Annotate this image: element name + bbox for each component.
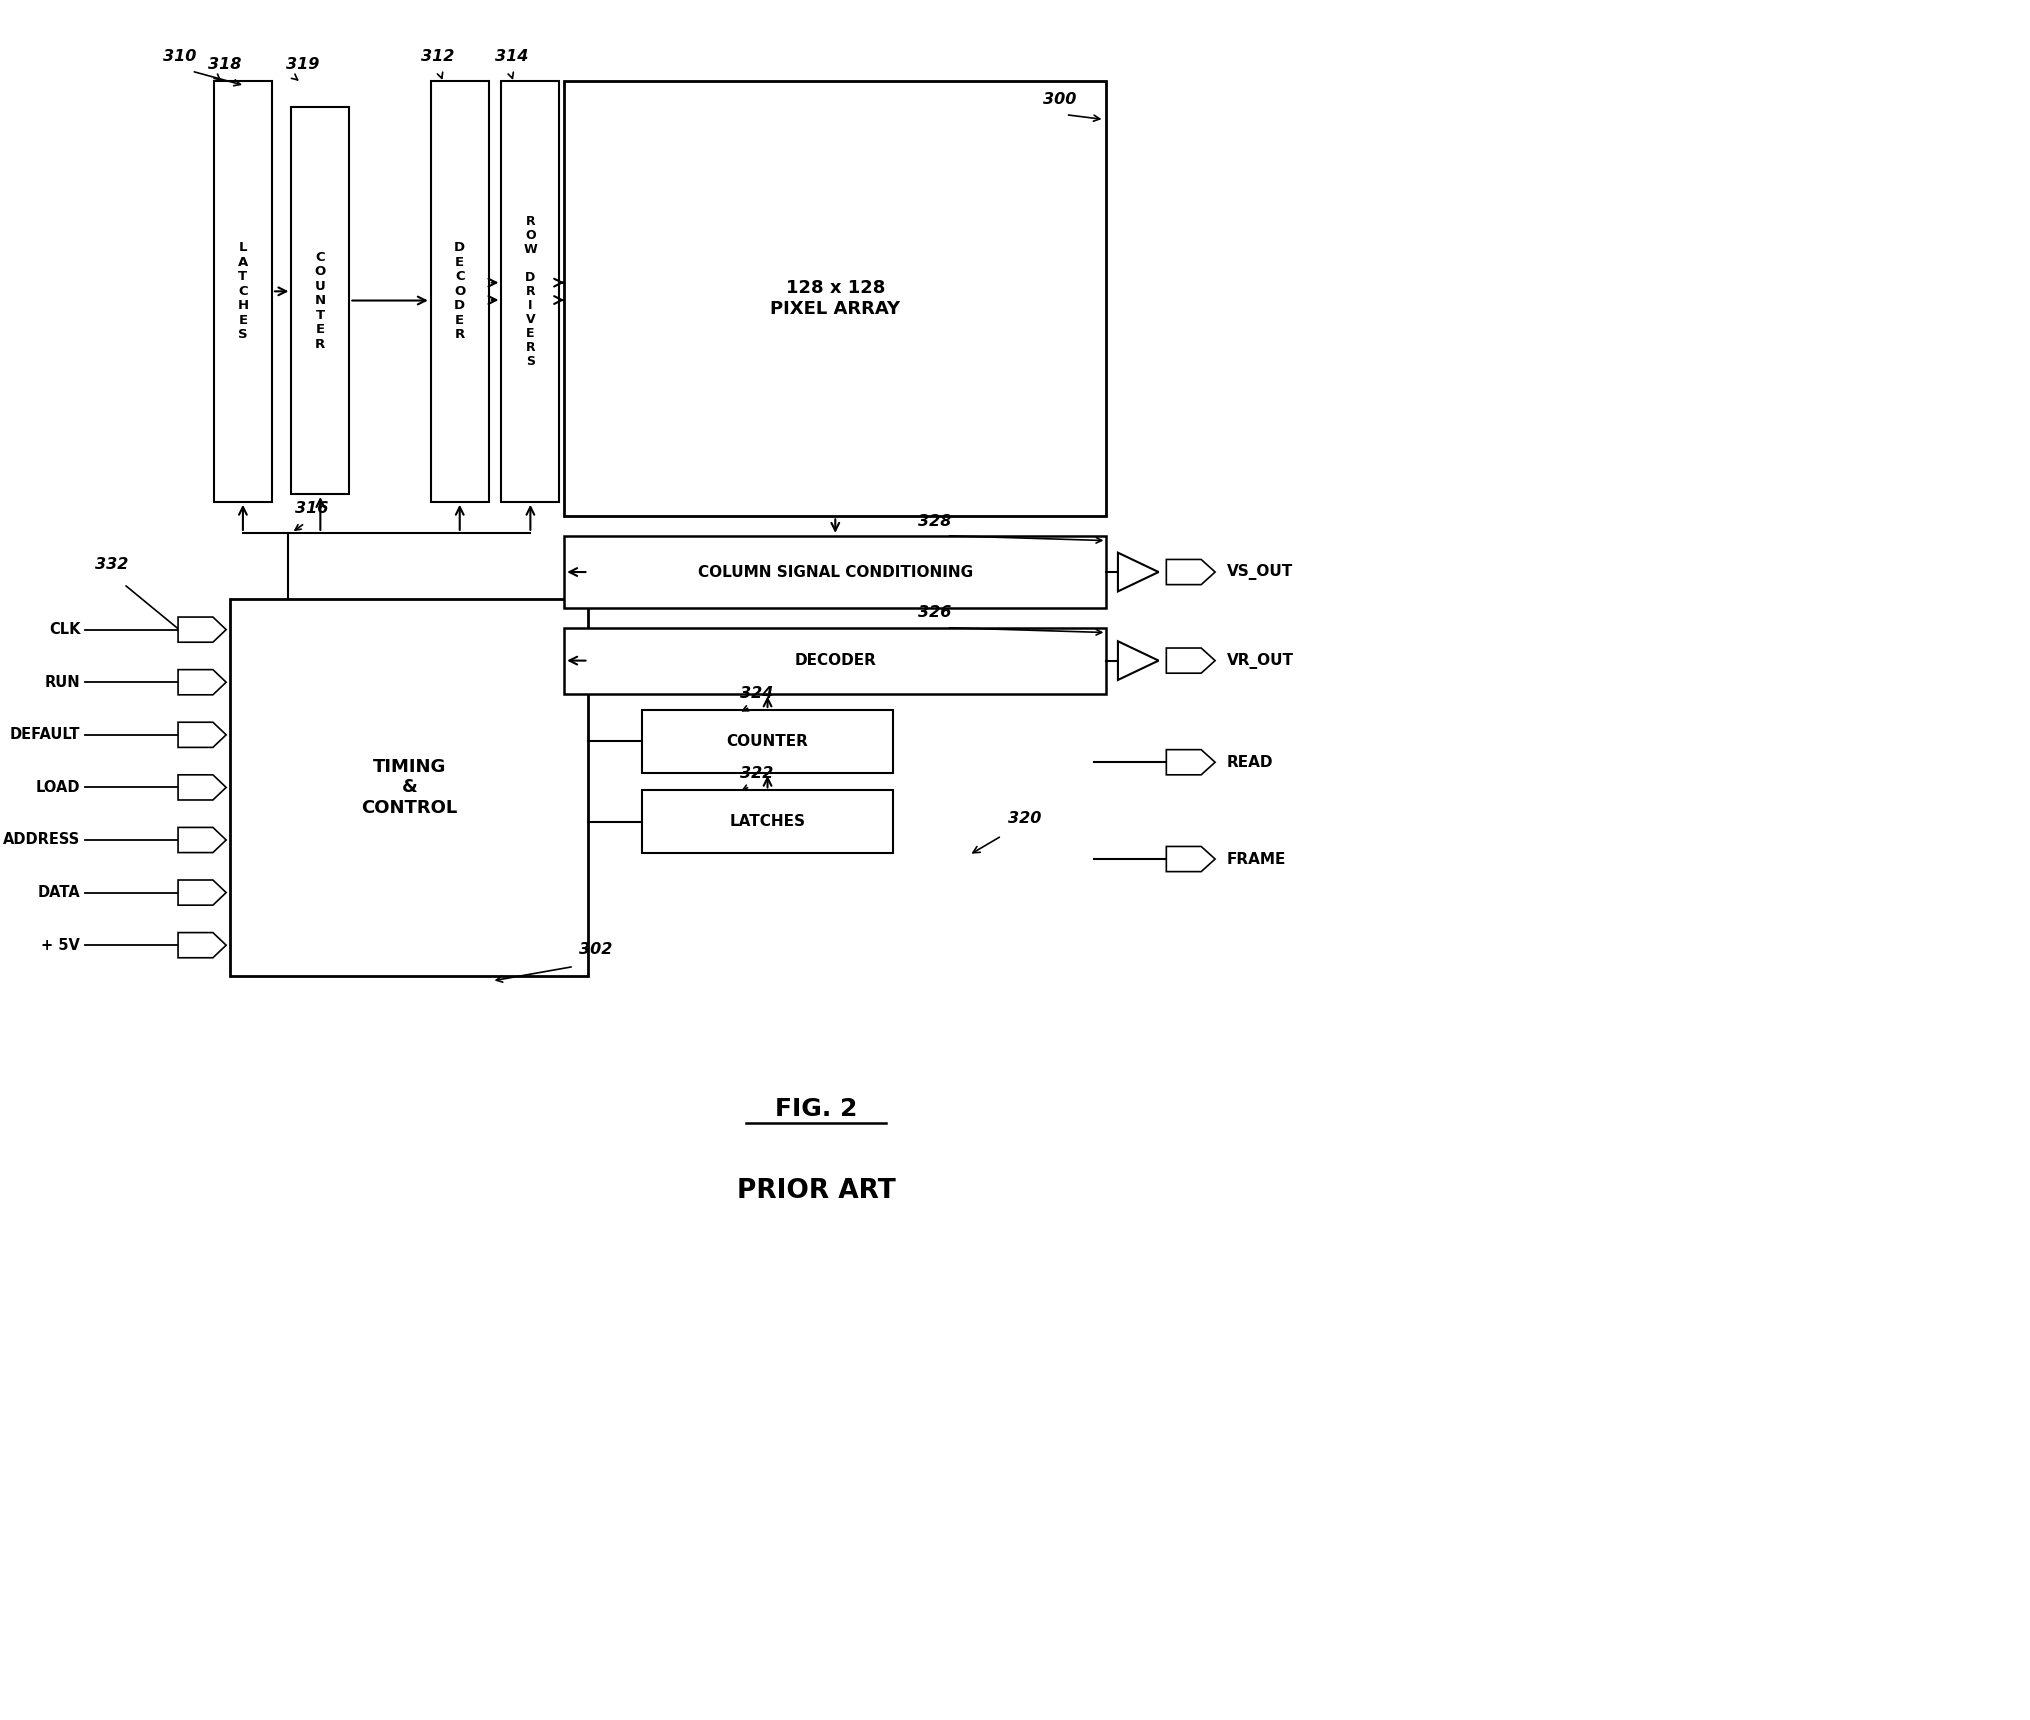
Text: 324: 324 — [741, 686, 773, 702]
Polygon shape — [1116, 642, 1157, 679]
Bar — [213, 81, 272, 502]
Text: DECODER: DECODER — [794, 654, 875, 667]
Polygon shape — [1165, 846, 1214, 872]
Text: COUNTER: COUNTER — [727, 734, 808, 748]
Text: 302: 302 — [579, 943, 611, 956]
Text: CLK: CLK — [49, 623, 81, 636]
Bar — [430, 81, 489, 502]
Bar — [641, 789, 893, 853]
Polygon shape — [179, 774, 225, 800]
Text: 318: 318 — [207, 57, 242, 72]
Bar — [564, 535, 1106, 609]
Text: D
E
C
O
D
E
R: D E C O D E R — [455, 241, 465, 341]
Text: L
A
T
C
H
E
S: L A T C H E S — [238, 241, 248, 341]
Polygon shape — [1165, 559, 1214, 585]
Text: 128 x 128
PIXEL ARRAY: 128 x 128 PIXEL ARRAY — [769, 279, 899, 318]
Polygon shape — [1165, 648, 1214, 673]
Bar — [290, 107, 349, 494]
Text: VS_OUT: VS_OUT — [1226, 564, 1293, 580]
Text: 320: 320 — [1007, 812, 1041, 826]
Bar — [564, 628, 1106, 693]
Text: ADDRESS: ADDRESS — [4, 832, 81, 848]
Text: 326: 326 — [918, 605, 950, 619]
Text: 332: 332 — [95, 557, 128, 571]
Text: READ: READ — [1226, 755, 1273, 771]
Text: FRAME: FRAME — [1226, 851, 1285, 867]
Text: 300: 300 — [1043, 91, 1076, 107]
Text: + 5V: + 5V — [41, 937, 81, 953]
Text: 310: 310 — [162, 50, 195, 64]
Polygon shape — [179, 722, 225, 748]
Polygon shape — [1165, 750, 1214, 774]
Text: LOAD: LOAD — [37, 779, 81, 795]
Bar — [229, 599, 589, 977]
Text: FIG. 2: FIG. 2 — [773, 1097, 857, 1121]
Polygon shape — [179, 881, 225, 905]
Text: LATCHES: LATCHES — [729, 814, 806, 829]
Text: 316: 316 — [294, 501, 329, 516]
Polygon shape — [179, 669, 225, 695]
Text: 322: 322 — [741, 765, 773, 781]
Text: VR_OUT: VR_OUT — [1226, 652, 1293, 669]
Text: C
O
U
N
T
E
R: C O U N T E R — [315, 251, 325, 351]
Bar — [564, 81, 1106, 516]
Bar — [641, 710, 893, 772]
Text: R
O
W
 
D
R
I
V
E
R
S: R O W D R I V E R S — [524, 215, 538, 368]
Text: DATA: DATA — [37, 886, 81, 900]
Text: RUN: RUN — [45, 674, 81, 690]
Bar — [501, 81, 558, 502]
Text: 314: 314 — [495, 50, 528, 64]
Text: DEFAULT: DEFAULT — [10, 728, 81, 743]
Text: 328: 328 — [918, 514, 950, 530]
Text: PRIOR ART: PRIOR ART — [737, 1178, 895, 1204]
Text: COLUMN SIGNAL CONDITIONING: COLUMN SIGNAL CONDITIONING — [698, 564, 972, 580]
Polygon shape — [179, 617, 225, 642]
Polygon shape — [179, 827, 225, 853]
Polygon shape — [1116, 552, 1157, 592]
Polygon shape — [179, 932, 225, 958]
Text: 319: 319 — [286, 57, 319, 72]
Text: 312: 312 — [420, 50, 455, 64]
Text: TIMING
&
CONTROL: TIMING & CONTROL — [361, 757, 457, 817]
